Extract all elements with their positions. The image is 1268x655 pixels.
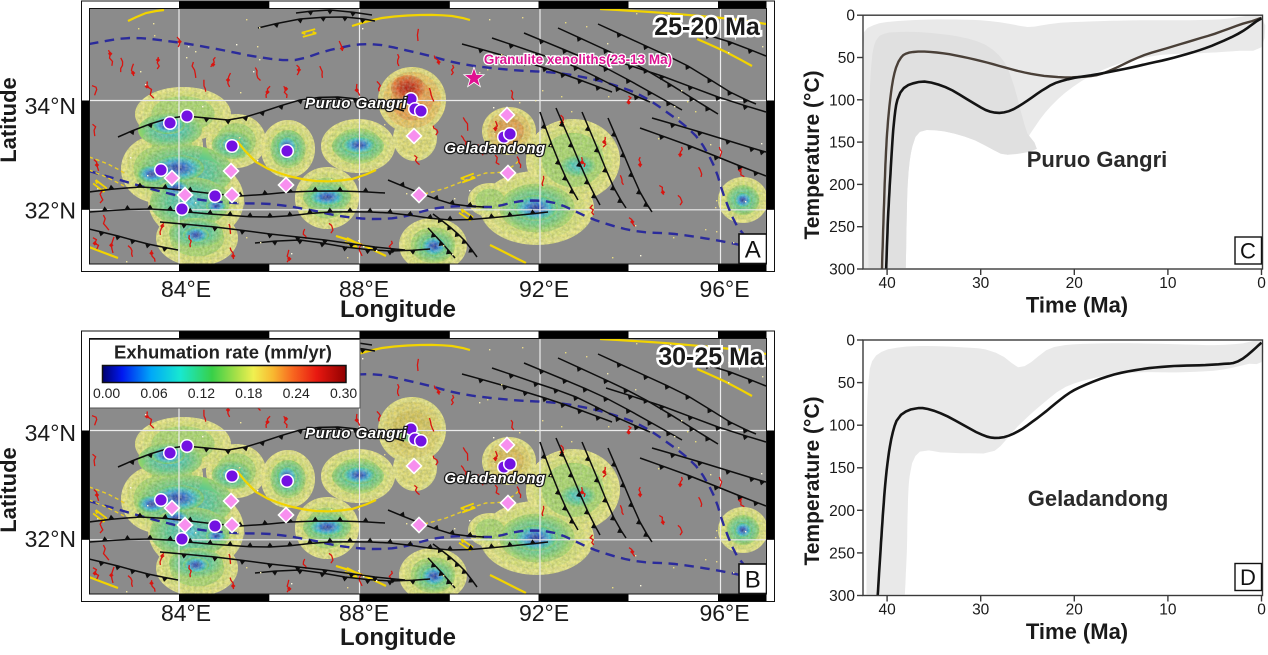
svg-text:300: 300 [829, 262, 855, 279]
svg-text:Temperature (°C): Temperature (°C) [801, 396, 824, 565]
svg-text:30: 30 [972, 275, 990, 292]
svg-text:100: 100 [829, 418, 855, 435]
svg-text:0.24: 0.24 [283, 385, 310, 401]
svg-text:32°N: 32°N [25, 198, 76, 224]
svg-text:Time (Ma): Time (Ma) [1026, 293, 1128, 318]
svg-text:0.00: 0.00 [93, 385, 120, 401]
svg-text:0.18: 0.18 [235, 385, 262, 401]
svg-text:200: 200 [829, 503, 855, 520]
svg-text:D: D [1240, 565, 1256, 590]
svg-text:96°E: 96°E [699, 276, 749, 302]
svg-text:0.06: 0.06 [140, 385, 167, 401]
svg-text:C: C [1240, 239, 1256, 264]
svg-text:30-25 Ma: 30-25 Ma [658, 343, 765, 371]
svg-text:25-20 Ma: 25-20 Ma [654, 13, 761, 41]
svg-text:32°N: 32°N [25, 526, 76, 552]
svg-text:84°E: 84°E [161, 600, 211, 626]
svg-text:0: 0 [1257, 275, 1266, 292]
svg-text:40: 40 [878, 275, 896, 292]
svg-text:88°E: 88°E [339, 276, 389, 302]
svg-text:Longitude: Longitude [340, 296, 456, 323]
svg-text:34°N: 34°N [25, 420, 76, 446]
svg-text:250: 250 [829, 219, 855, 236]
svg-text:Temperature (°C): Temperature (°C) [801, 70, 824, 239]
svg-text:84°E: 84°E [161, 276, 211, 302]
svg-text:40: 40 [878, 602, 896, 619]
svg-text:0: 0 [1257, 602, 1266, 619]
svg-text:50: 50 [838, 375, 856, 392]
svg-text:0.12: 0.12 [188, 385, 215, 401]
svg-text:0: 0 [846, 333, 855, 350]
svg-text:0: 0 [846, 8, 855, 25]
svg-text:20: 20 [1066, 275, 1084, 292]
svg-text:A: A [745, 237, 761, 264]
svg-text:50: 50 [838, 50, 856, 67]
svg-text:B: B [745, 567, 761, 594]
svg-text:30: 30 [972, 602, 990, 619]
svg-text:Latitude: Latitude [0, 447, 21, 533]
svg-text:88°E: 88°E [339, 600, 389, 626]
svg-text:300: 300 [829, 588, 855, 605]
svg-text:20: 20 [1066, 602, 1084, 619]
svg-text:Puruo Gangri: Puruo Gangri [1027, 147, 1168, 172]
svg-text:Geladandong: Geladandong [1028, 486, 1169, 511]
svg-text:250: 250 [829, 545, 855, 562]
svg-text:Granulite xenoliths(23-13 Ma): Granulite xenoliths(23-13 Ma) [484, 52, 672, 67]
svg-text:10: 10 [1159, 275, 1177, 292]
svg-text:0.30: 0.30 [330, 385, 357, 401]
svg-text:Time (Ma): Time (Ma) [1026, 619, 1128, 644]
svg-text:150: 150 [829, 460, 855, 477]
svg-text:100: 100 [829, 92, 855, 109]
svg-text:150: 150 [829, 135, 855, 152]
svg-text:96°E: 96°E [699, 600, 749, 626]
svg-text:34°N: 34°N [25, 93, 76, 119]
svg-text:10: 10 [1159, 602, 1177, 619]
svg-text:92°E: 92°E [519, 276, 569, 302]
svg-text:200: 200 [829, 177, 855, 194]
svg-text:Latitude: Latitude [0, 77, 21, 163]
svg-text:92°E: 92°E [519, 600, 569, 626]
svg-text:Exhumation rate (mm/yr): Exhumation rate (mm/yr) [114, 342, 332, 363]
svg-text:Longitude: Longitude [340, 624, 456, 650]
